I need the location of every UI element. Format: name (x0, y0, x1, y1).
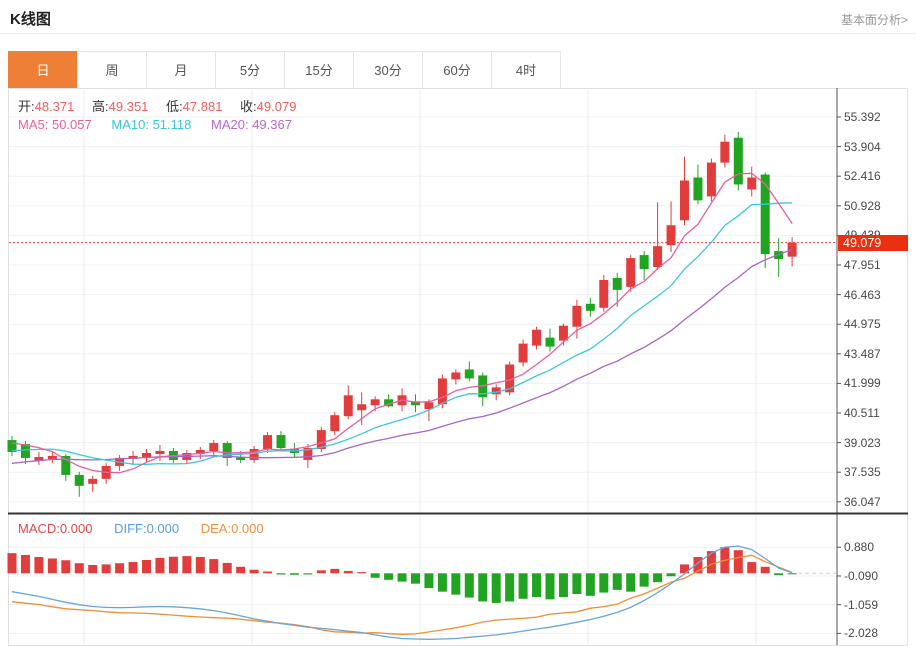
y-axis-label: 55.392 (844, 110, 881, 124)
y-axis-label: 44.975 (844, 317, 881, 332)
tab-30min[interactable]: 30分 (353, 51, 423, 89)
high-label: 高: (92, 99, 109, 114)
high-value: 49.351 (108, 99, 149, 114)
y-axis-label: 0.880 (844, 540, 875, 555)
y-axis-label: 53.904 (844, 139, 881, 154)
close-label: 收: (240, 99, 257, 114)
y-axis-label: 46.463 (844, 287, 881, 302)
ma10-readout: MA10: 51.118 (111, 117, 192, 132)
open-value: 48.371 (34, 99, 75, 114)
tab-day[interactable]: 日 (8, 51, 78, 89)
macd-value: MACD:0.000 (18, 521, 93, 536)
y-axis-label: -2.028 (844, 626, 879, 641)
y-axis-label: 41.999 (844, 376, 881, 391)
low-label: 低: (166, 99, 183, 114)
ma20-readout: MA20: 49.367 (210, 117, 292, 132)
diff-value: DIFF:0.000 (114, 521, 180, 536)
tab-month[interactable]: 月 (146, 51, 216, 89)
y-axis-label: 47.951 (844, 258, 881, 272)
ma5-readout: MA5: 50.057 (18, 117, 92, 132)
y-axis-label: 36.047 (844, 494, 881, 509)
open-label: 开: (18, 99, 35, 114)
tab-15min[interactable]: 15分 (284, 51, 354, 89)
y-axis-label: 50.928 (844, 198, 881, 213)
ohlc-readout: 开:48.371 高:49.351 低:47.881 收:49.079 (18, 96, 310, 115)
y-axis-label: 52.416 (844, 169, 881, 184)
low-value: 47.881 (182, 99, 223, 114)
interval-tabs: 日 周 月 5分 15分 30分 60分 4时 (8, 51, 561, 89)
y-axis-label: -1.059 (844, 597, 879, 612)
ma-readout: MA5: 50.057 MA10: 51.118 MA20: 49.367 (18, 117, 292, 132)
title-divider (0, 33, 916, 34)
y-axis-label: 43.487 (844, 346, 881, 361)
tab-60min[interactable]: 60分 (422, 51, 492, 89)
tab-5min[interactable]: 5分 (215, 51, 285, 89)
dea-value: DEA:0.000 (200, 521, 264, 536)
macd-readout: MACD:0.000 DIFF:0.000 DEA:0.000 (18, 521, 264, 536)
page-title: K线图 (10, 11, 51, 28)
y-axis-label: 39.023 (844, 435, 881, 450)
y-axis-label: 40.511 (844, 405, 880, 420)
current-price-tag: 49.079 (838, 234, 908, 251)
fundamental-analysis-link[interactable]: 基本面分析> (840, 13, 908, 27)
y-axis-label: -0.090 (844, 568, 879, 583)
close-value: 49.079 (256, 99, 297, 114)
y-axis-label: 37.535 (844, 465, 881, 480)
